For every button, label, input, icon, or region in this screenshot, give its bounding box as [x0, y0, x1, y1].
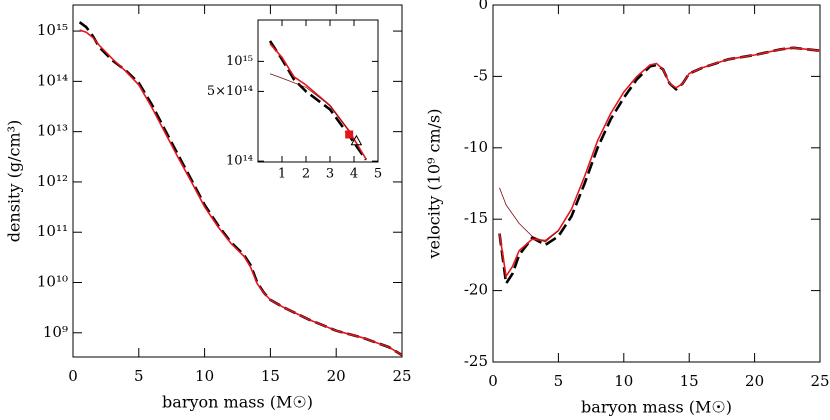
x-tick-label: 25 — [392, 367, 411, 385]
x-tick-label: 5 — [134, 367, 144, 385]
x-tick-label: 5 — [554, 372, 564, 390]
y-tick-label: 0 — [478, 0, 488, 13]
x-tick-label: 4 — [350, 167, 358, 182]
y-tick-label: 10¹¹ — [37, 222, 68, 240]
y-tick-label: 10¹⁴ — [226, 154, 253, 169]
y-tick-label: 10¹⁴ — [37, 71, 68, 89]
x-tick-label: 15 — [680, 372, 699, 390]
x-tick-label: 3 — [326, 167, 334, 182]
y-tick-label: -25 — [464, 352, 488, 370]
y-tick-label: 10⁹ — [43, 323, 68, 341]
x-tick-label: 25 — [810, 372, 829, 390]
y-tick-label: 10¹² — [37, 172, 68, 190]
y-tick-label: -20 — [464, 281, 488, 299]
y-axis-label: density (g/cm³) — [5, 120, 24, 243]
y-tick-label: 10¹⁵ — [226, 54, 253, 69]
x-tick-label: 0 — [68, 367, 78, 385]
x-tick-label: 10 — [614, 372, 633, 390]
marker — [345, 130, 354, 139]
series-line — [269, 73, 350, 132]
y-tick-label: 10¹⁵ — [37, 21, 68, 39]
x-tick-label: 20 — [327, 367, 346, 385]
series-line — [499, 187, 559, 243]
y-tick-label: -10 — [464, 138, 488, 156]
plot-frame — [492, 4, 821, 363]
x-axis-label: baryon mass (M☉) — [162, 393, 313, 412]
x-tick-label: 15 — [261, 367, 280, 385]
x-tick-label: 1 — [278, 167, 286, 182]
y-tick-label: 5×10¹⁴ — [207, 84, 253, 99]
y-axis-label: velocity (10⁹ cm/s) — [425, 109, 444, 260]
x-axis-label: baryon mass (M☉) — [581, 398, 732, 417]
x-tick-label: 2 — [302, 167, 310, 182]
x-tick-label: 10 — [195, 367, 214, 385]
inset: 1 2 3 4 5 10¹⁴ 5×10¹⁴ 10¹⁵ — [207, 19, 382, 182]
y-tick-label: 10¹⁰ — [37, 273, 68, 291]
marker — [350, 134, 363, 146]
plot-frame — [257, 19, 379, 163]
y-tick-label: 10¹³ — [37, 122, 68, 140]
panel: 0 5 10 15 20 25 -25 -20 -15 -10 -5 0 baryon mass (M☉… — [425, 0, 830, 417]
series-line — [79, 29, 403, 356]
x-tick-label: 20 — [745, 372, 764, 390]
series-line — [498, 46, 821, 279]
x-tick-label: 0 — [488, 372, 498, 390]
y-tick-label: -5 — [473, 66, 488, 84]
x-tick-label: 5 — [374, 167, 382, 182]
y-tick-label: -15 — [464, 209, 488, 227]
